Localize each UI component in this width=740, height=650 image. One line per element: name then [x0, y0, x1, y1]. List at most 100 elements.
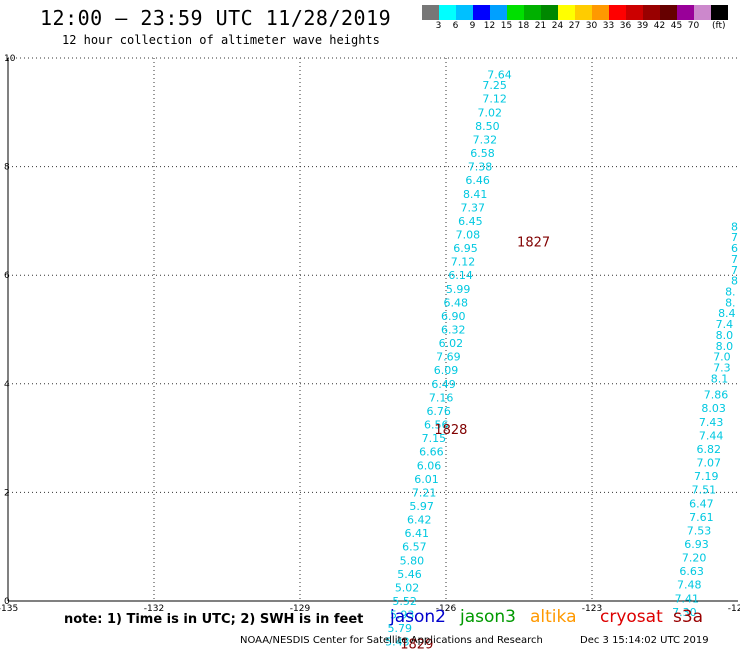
color-scale-label: 24	[551, 21, 564, 31]
wave-height-value: 7.20	[682, 552, 707, 565]
wave-height-value: 7.4	[716, 318, 734, 331]
wave-height-value: 8.	[725, 296, 736, 309]
color-scale-label: 42	[653, 21, 666, 31]
color-swatch	[473, 5, 490, 20]
wave-height-value: 5.99	[446, 283, 471, 296]
tick-labels: -135 -132 -129 -126 -123 -120 0 2 4 6 8 10	[0, 54, 740, 614]
wave-height-value: 7.0	[713, 351, 731, 364]
wave-height-value: 8	[731, 275, 738, 288]
wave-height-value: 7.30	[672, 606, 697, 619]
generation-date: Dec 3 15:14:02 UTC 2019	[580, 635, 709, 646]
color-swatch	[524, 5, 541, 20]
wave-height-value: 7	[731, 264, 738, 277]
color-scale-label: 39	[636, 21, 649, 31]
wave-height-value: 8	[731, 220, 738, 233]
plot-axes	[7, 58, 738, 602]
wave-height-value: 5.93	[390, 609, 415, 622]
wave-height-value: 7.16	[429, 391, 454, 404]
wave-height-value: 7.51	[692, 484, 717, 497]
wave-height-value: 6.42	[407, 514, 432, 527]
x-tick-label: -135	[0, 604, 18, 614]
wave-height-value: 8.0	[716, 340, 734, 353]
wave-height-value: 7	[731, 231, 738, 244]
wave-height-value: 6.45	[458, 215, 483, 228]
wave-height-value: 7	[731, 253, 738, 266]
wave-height-value: 6.46	[465, 174, 490, 187]
wave-height-value: 7.37	[461, 201, 486, 214]
color-scale-label: 3	[435, 21, 442, 31]
wave-height-value: 5.52	[392, 595, 417, 608]
wave-height-value: 8.	[725, 285, 736, 298]
color-scale-label: 70	[687, 21, 700, 31]
wave-height-value: 7.86	[704, 389, 729, 402]
y-tick-label: 0	[4, 597, 10, 607]
color-swatch	[694, 5, 711, 20]
wave-height-value: 5.97	[409, 500, 434, 513]
color-scale-bar	[422, 5, 728, 20]
color-scale-label: 9	[469, 21, 476, 31]
color-swatch	[609, 5, 626, 20]
time-labels: 1827 1828 1829	[400, 236, 550, 650]
wave-height-value: 7.25	[482, 79, 507, 92]
wave-height-value: 7.43	[699, 416, 724, 429]
wave-height-value: 5.79	[388, 622, 413, 635]
color-scale-unit: (ft)	[712, 21, 726, 31]
wave-height-value: 7.19	[694, 470, 719, 483]
wave-height-value: 7.53	[687, 524, 712, 537]
wave-height-value: 7.15	[422, 432, 447, 445]
x-tick-label: -123	[582, 604, 602, 614]
wave-height-value: 7.12	[482, 93, 507, 106]
wave-height-value: 6.76	[426, 405, 451, 418]
x-tick-label: -120	[728, 604, 740, 614]
color-swatch	[626, 5, 643, 20]
wave-height-value: 7.38	[468, 161, 493, 174]
wave-height-value: 7.69	[436, 351, 461, 364]
y-tick-label: 4	[4, 380, 10, 390]
plot-grid	[8, 57, 738, 601]
y-tick-label: 2	[4, 488, 10, 498]
wave-height-value: 6.56	[424, 419, 449, 432]
wave-height-value: 8.0	[716, 329, 734, 342]
wave-height-value: 7.21	[412, 486, 437, 499]
wave-height-value: 6.09	[434, 364, 459, 377]
wave-height-value: 6.01	[414, 473, 439, 486]
color-swatch	[711, 5, 728, 20]
track-east: 8767788.8.8.47.48.08.07.07.38.17.868.037…	[672, 220, 738, 619]
color-scale-label: 45	[670, 21, 683, 31]
wave-height-value: 6.49	[431, 378, 456, 391]
wave-height-value: 7.12	[451, 256, 476, 269]
time-label: 1829	[400, 637, 433, 650]
color-scale-label: 12	[483, 21, 496, 31]
satellite-jason2: jason2	[390, 607, 446, 627]
wave-height-value: 5.46	[397, 568, 422, 581]
wave-height-value: 5.02	[395, 581, 420, 594]
y-tick-label: 10	[4, 54, 16, 64]
wave-height-value: 6.47	[689, 497, 714, 510]
wave-height-value: 6.82	[696, 443, 721, 456]
wave-height-value: 7.64	[487, 68, 512, 81]
footnote: note: 1) Time is in UTC; 2) SWH is in fe…	[64, 612, 364, 627]
wave-height-value: 7.32	[473, 133, 498, 146]
color-swatch	[660, 5, 677, 20]
color-scale-label: 6	[452, 21, 459, 31]
credit-line: NOAA/NESDIS Center for Satellite Applica…	[240, 635, 543, 646]
color-scale-label: 27	[568, 21, 581, 31]
wave-height-value: 6.58	[470, 147, 495, 160]
wave-height-value: 8.50	[475, 120, 500, 133]
color-swatch	[541, 5, 558, 20]
y-tick-label: 6	[4, 271, 10, 281]
wave-height-value: 6.57	[402, 541, 427, 554]
color-swatch	[507, 5, 524, 20]
y-tick-label: 8	[4, 163, 10, 173]
wave-height-value: 8.03	[701, 402, 726, 415]
wave-height-value: 6.41	[405, 527, 430, 540]
color-swatch	[558, 5, 575, 20]
color-scale-labels: 3 6 9 12 15 18 21 24 27 30 33 36 39 42 45 70	[422, 21, 702, 31]
color-scale-label: 21	[534, 21, 547, 31]
wave-height-value: 8.1	[711, 372, 729, 385]
wave-height-value: 7.08	[456, 228, 481, 241]
color-swatch	[592, 5, 609, 20]
time-label: 1827	[517, 236, 550, 251]
satellite-altika: altika	[530, 607, 577, 627]
